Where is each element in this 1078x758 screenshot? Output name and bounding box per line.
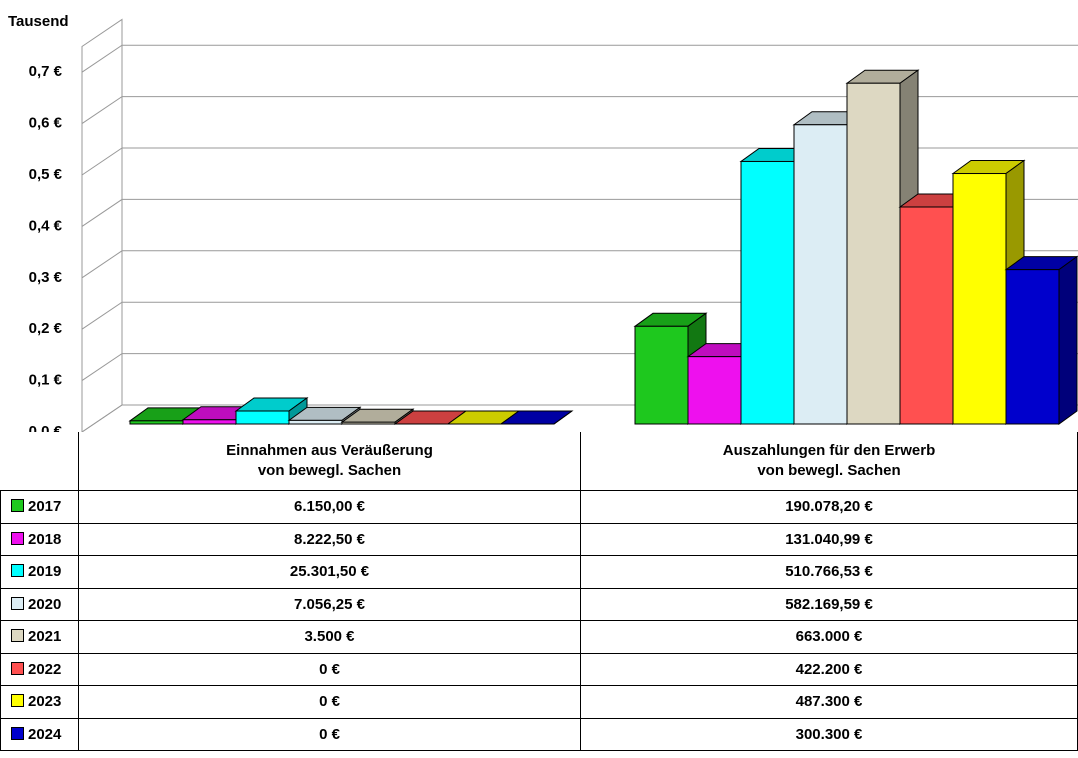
legend-swatch — [11, 726, 24, 740]
value-cell: 6.150,00 € — [78, 490, 581, 524]
legend-swatch — [11, 499, 24, 513]
y-tick-label: 0,5 € — [29, 166, 63, 183]
value-cell: 131.040,99 € — [580, 522, 1078, 556]
value-cell: 8.222,50 € — [78, 522, 581, 556]
bar — [687, 356, 742, 425]
value-cell: 487.300 € — [580, 685, 1078, 719]
bar — [846, 82, 901, 425]
data-row: 2018 8.222,50 €131.040,99 € — [0, 522, 1078, 556]
bar — [182, 419, 237, 425]
legend-cell: 2020 — [0, 587, 79, 621]
value-cell: 7.056,25 € — [78, 587, 581, 621]
bar — [235, 410, 290, 425]
legend-cell: 2022 — [0, 652, 79, 686]
legend-label: 2023 — [28, 693, 62, 711]
bar-side — [553, 410, 573, 425]
legend-cell: 2019 — [0, 555, 79, 589]
data-row: 2023 0 €487.300 € — [0, 685, 1078, 719]
legend-swatch — [11, 629, 24, 643]
data-row: 2019 25.301,50 €510.766,53 € — [0, 555, 1078, 589]
value-cell: 0 € — [78, 685, 581, 719]
y-tick-label: 0,2 € — [29, 320, 63, 337]
legend-swatch — [11, 661, 24, 675]
data-row: 2017 6.150,00 €190.078,20 € — [0, 490, 1078, 524]
bar — [952, 173, 1007, 425]
legend-swatch — [11, 564, 24, 578]
value-cell: 422.200 € — [580, 652, 1078, 686]
bar — [899, 206, 954, 425]
category-header: Einnahmen aus Veräußerung von bewegl. Sa… — [78, 432, 581, 491]
y-tick-label: 0,0 € — [29, 423, 63, 432]
value-cell: 0 € — [78, 717, 581, 751]
legend-cell: 2018 — [0, 522, 79, 556]
value-cell: 0 € — [78, 652, 581, 686]
legend-cell: 2017 — [0, 490, 79, 524]
value-cell: 3.500 € — [78, 620, 581, 654]
bar — [288, 419, 343, 425]
legend-label: 2024 — [28, 725, 62, 743]
legend-label: 2021 — [28, 628, 62, 646]
legend-label: 2017 — [28, 498, 62, 516]
grid-line — [81, 96, 1078, 125]
corner — [0, 432, 79, 491]
grid-line — [81, 44, 1078, 73]
bar-side — [1058, 255, 1078, 425]
bar — [634, 325, 689, 425]
value-cell: 190.078,20 € — [580, 490, 1078, 524]
header-row: Einnahmen aus Veräußerung von bewegl. Sa… — [0, 432, 1078, 491]
data-row: 2024 0 €300.300 € — [0, 717, 1078, 751]
data-row: 2020 7.056,25 €582.169,59 € — [0, 587, 1078, 621]
legend-label: 2018 — [28, 530, 62, 548]
value-cell: 510.766,53 € — [580, 555, 1078, 589]
chart: Tausend 0,0 € 0,1 € 0,2 € 0,3 € 0,4 € 0,5 € 0,… — [8, 13, 1078, 432]
bar — [341, 421, 396, 425]
legend-swatch — [11, 531, 24, 545]
legend-cell: 2024 — [0, 717, 79, 751]
bar — [1005, 269, 1060, 425]
value-cell: 300.300 € — [580, 717, 1078, 751]
y-tick-label: 0,1 € — [29, 372, 63, 389]
bar — [793, 124, 848, 425]
value-cell: 582.169,59 € — [580, 587, 1078, 621]
legend-label: 2019 — [28, 563, 62, 581]
y-tick-label: 0,7 € — [29, 63, 63, 80]
bar — [740, 160, 795, 425]
value-cell: 663.000 € — [580, 620, 1078, 654]
legend-swatch — [11, 596, 24, 610]
data-row: 2022 0 €422.200 € — [0, 652, 1078, 686]
legend-label: 2020 — [28, 595, 62, 613]
back-wall — [81, 18, 123, 432]
data-table: Einnahmen aus Veräußerung von bewegl. Sa… — [0, 432, 1078, 751]
axis-unit: Tausend — [8, 13, 69, 30]
y-tick-label: 0,6 € — [29, 115, 63, 132]
y-tick-label: 0,4 € — [29, 217, 63, 234]
legend-cell: 2023 — [0, 685, 79, 719]
bar — [129, 420, 184, 425]
data-row: 2021 3.500 €663.000 € — [0, 620, 1078, 654]
grid-line — [81, 147, 1078, 176]
y-tick-label: 0,3 € — [29, 269, 63, 286]
legend-cell: 2021 — [0, 620, 79, 654]
legend-label: 2022 — [28, 660, 62, 678]
category-header: Auszahlungen für den Erwerb von bewegl. … — [580, 432, 1078, 491]
legend-swatch — [11, 694, 24, 708]
value-cell: 25.301,50 € — [78, 555, 581, 589]
